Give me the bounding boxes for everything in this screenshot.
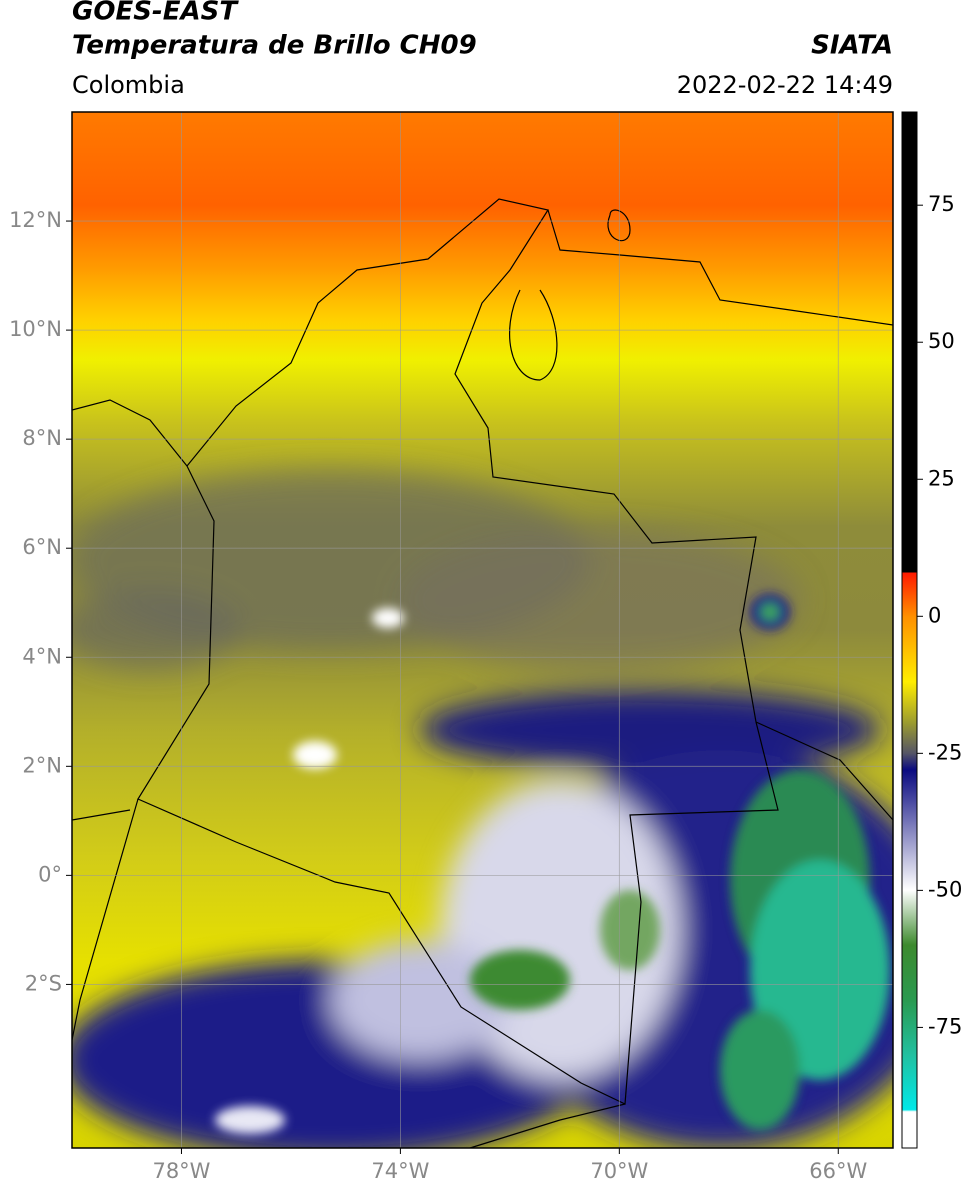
subtitle: Temperatura de Brillo CH09 [72,31,477,61]
region: Colombia [72,71,185,99]
y-tick-label: 6°N [22,535,62,559]
colorbar-label: 0 [928,603,941,627]
colorbar-label: 50 [928,329,955,353]
colorbar-label: 75 [928,192,955,216]
satellite-image [72,112,893,1148]
y-tick-label: 12°N [9,208,62,232]
colorbar-label: -75 [928,1014,962,1038]
x-tick-label: 74°W [371,1159,429,1183]
source: SIATA [811,31,893,61]
colorbar-label: -25 [928,740,962,764]
x-tick-label: 70°W [590,1159,648,1183]
y-tick-label: 2°S [25,971,62,995]
x-tick-label: 66°W [809,1159,867,1183]
y-tick-label: 0° [38,862,62,886]
y-tick-label: 10°N [9,317,62,341]
title: GOES-EAST [72,0,239,27]
colorbar [901,111,918,1149]
y-tick-label: 2°N [22,753,62,777]
map-frame [71,111,894,1149]
colorbar-label: 25 [928,466,955,490]
y-tick-label: 8°N [22,426,62,450]
datetime: 2022-02-22 14:49 [677,71,893,99]
x-tick-label: 78°W [152,1159,210,1183]
y-tick-label: 4°N [22,644,62,668]
colorbar-label: -50 [928,877,962,901]
